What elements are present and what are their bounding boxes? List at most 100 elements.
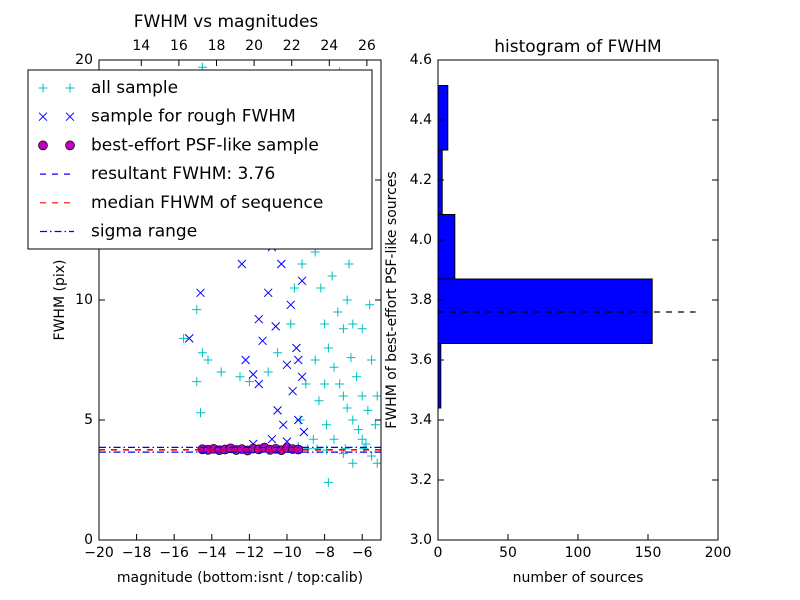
marker: [263, 288, 273, 298]
marker: [293, 355, 303, 365]
marker: [353, 425, 363, 435]
marker: [310, 355, 320, 365]
marker: [197, 348, 207, 358]
marker: [192, 377, 202, 387]
marker: [65, 112, 75, 122]
marker: [338, 324, 348, 334]
marker: [192, 305, 202, 315]
marker: [216, 367, 226, 377]
x-tick-label: −8: [314, 545, 335, 561]
x2-tick-label: 26: [358, 38, 376, 54]
marker: [290, 283, 300, 293]
marker: [365, 300, 375, 310]
x2-tick-label: 16: [170, 38, 188, 54]
marker: [348, 458, 358, 468]
x2-tick-label: 18: [208, 38, 226, 54]
marker: [254, 379, 264, 389]
marker: [372, 391, 381, 401]
y-tick-label: 4.6: [410, 52, 432, 68]
x-tick-label: 100: [565, 545, 592, 561]
marker: [273, 348, 283, 358]
legend-box: [27, 69, 373, 250]
marker: [321, 420, 331, 430]
marker: [320, 319, 330, 329]
marker: [65, 140, 75, 151]
x-tick-label: 0: [434, 545, 443, 561]
marker: [329, 362, 339, 372]
marker: [344, 259, 354, 269]
marker: [248, 370, 258, 379]
marker: [288, 386, 297, 396]
marker: [320, 379, 330, 389]
x2-tick-label: 24: [320, 38, 338, 54]
marker: [258, 336, 267, 346]
x-tick-label: −6: [352, 545, 373, 561]
legend-label: best-effort PSF-like sample: [91, 135, 319, 155]
marker: [352, 372, 362, 382]
marker: [314, 396, 324, 406]
marker: [263, 367, 273, 377]
y-tick-label: 3.6: [410, 352, 432, 368]
marker: [286, 300, 296, 310]
marker: [297, 372, 307, 382]
bar: [438, 214, 456, 280]
marker: [184, 334, 194, 343]
marker: [327, 271, 337, 281]
marker: [38, 112, 48, 122]
marker: [292, 343, 301, 353]
marker: [235, 372, 245, 382]
bar: [438, 85, 449, 151]
marker: [342, 403, 352, 413]
marker: [271, 322, 281, 331]
y-tick-label: 3.4: [410, 412, 432, 428]
chart-title: FWHM vs magnitudes: [134, 12, 319, 32]
marker: [346, 353, 356, 363]
marker: [297, 259, 307, 269]
chart-title: histogram of FWHM: [494, 37, 661, 57]
marker: [65, 83, 75, 93]
plot-frame: [437, 59, 719, 541]
plot-frame: [98, 59, 382, 541]
x-axis-label: magnitude (bottom:isnt / top:calib): [117, 570, 363, 586]
y-tick-label: 4.4: [410, 112, 432, 128]
marker: [273, 406, 282, 415]
marker: [357, 324, 367, 334]
marker: [293, 415, 303, 425]
x-tick-label: −14: [197, 545, 227, 561]
legend-label: resultant FWHM: 3.76: [91, 164, 275, 184]
marker: [342, 295, 352, 305]
x-tick-label: 200: [705, 545, 732, 561]
marker: [370, 420, 380, 430]
marker: [333, 307, 343, 317]
y-tick-label: 3.8: [410, 292, 432, 308]
x-tick-label: −10: [272, 545, 302, 561]
x-tick-label: −20: [84, 545, 114, 561]
marker: [372, 458, 381, 468]
marker: [241, 355, 250, 365]
marker: [196, 408, 206, 418]
marker: [286, 319, 296, 329]
marker: [316, 283, 326, 293]
y-axis-label: FWHM of best-effort PSF-like sources: [384, 171, 400, 428]
marker: [329, 434, 339, 444]
y-tick-label: 0: [84, 532, 93, 548]
x-tick-label: −12: [235, 545, 265, 561]
marker: [323, 477, 333, 487]
y-axis-label: FWHM (pix): [52, 260, 68, 341]
marker: [196, 288, 205, 298]
legend-label: all sample: [91, 78, 178, 98]
x2-tick-label: 20: [245, 38, 263, 54]
marker: [335, 379, 345, 389]
marker: [338, 391, 348, 401]
marker: [308, 434, 318, 444]
marker: [367, 355, 377, 365]
marker: [323, 343, 333, 353]
marker: [348, 415, 358, 425]
marker: [282, 360, 292, 370]
marker: [38, 83, 48, 93]
marker: [278, 420, 288, 430]
bar: [438, 149, 443, 215]
marker: [348, 319, 358, 329]
marker: [179, 333, 189, 343]
